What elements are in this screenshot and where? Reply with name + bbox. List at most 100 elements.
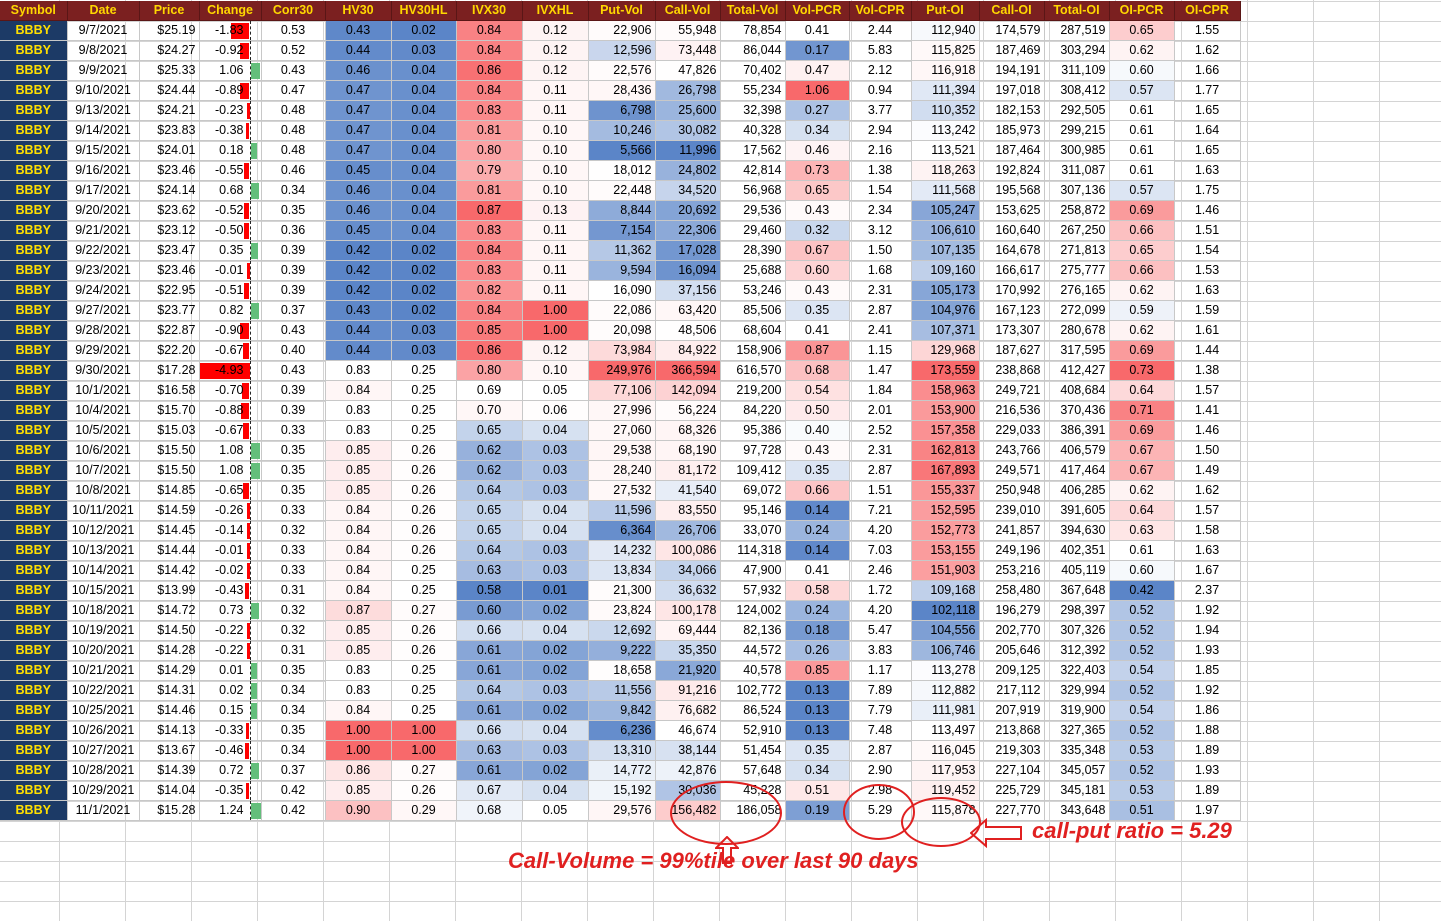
cell-symbol[interactable]: BBBY xyxy=(0,800,68,821)
cell-price[interactable]: $14.46 xyxy=(139,700,200,721)
cell-total-vol[interactable]: 42,814 xyxy=(720,160,786,181)
cell-date[interactable]: 10/22/2021 xyxy=(67,680,140,701)
cell-symbol[interactable]: BBBY xyxy=(0,740,68,761)
cell-corr30[interactable]: 0.53 xyxy=(261,20,326,41)
cell-call-oi[interactable]: 153,625 xyxy=(979,200,1045,221)
cell-hv30[interactable]: 0.85 xyxy=(325,640,392,661)
cell-change[interactable]: -0.22 xyxy=(199,620,262,641)
cell-vol-cpr[interactable]: 2.52 xyxy=(849,420,912,441)
cell-oi-pcr[interactable]: 0.52 xyxy=(1109,760,1175,781)
cell-hv30hl[interactable]: 0.27 xyxy=(391,760,457,781)
cell-put-oi[interactable]: 129,968 xyxy=(911,340,980,361)
column-header-vol-pcr[interactable]: Vol-PCR xyxy=(785,1,850,21)
cell-symbol[interactable]: BBBY xyxy=(0,600,68,621)
cell-oi-cpr[interactable]: 1.38 xyxy=(1174,360,1241,381)
cell-total-oi[interactable]: 402,351 xyxy=(1044,540,1110,561)
cell-vol-cpr[interactable]: 2.87 xyxy=(849,460,912,481)
cell-hv30hl[interactable]: 0.26 xyxy=(391,540,457,561)
cell-call-vol[interactable]: 42,876 xyxy=(655,760,721,781)
cell-ivxhl[interactable]: 0.03 xyxy=(522,560,589,581)
cell-price[interactable]: $14.59 xyxy=(139,500,200,521)
cell-price[interactable]: $23.12 xyxy=(139,220,200,241)
cell-price[interactable]: $15.70 xyxy=(139,400,200,421)
cell-put-vol[interactable]: 8,844 xyxy=(588,200,656,221)
cell-call-vol[interactable]: 73,448 xyxy=(655,40,721,61)
cell-ivxhl[interactable]: 0.03 xyxy=(522,740,589,761)
cell-vol-cpr[interactable]: 2.94 xyxy=(849,120,912,141)
cell-put-vol[interactable]: 12,692 xyxy=(588,620,656,641)
cell-hv30[interactable]: 0.44 xyxy=(325,40,392,61)
cell-ivxhl[interactable]: 0.03 xyxy=(522,460,589,481)
cell-ivx30[interactable]: 0.60 xyxy=(456,600,523,621)
cell-date[interactable]: 9/29/2021 xyxy=(67,340,140,361)
cell-total-vol[interactable]: 52,910 xyxy=(720,720,786,741)
cell-oi-pcr[interactable]: 0.63 xyxy=(1109,520,1175,541)
cell-oi-pcr[interactable]: 0.53 xyxy=(1109,740,1175,761)
cell-put-oi[interactable]: 104,556 xyxy=(911,620,980,641)
cell-oi-pcr[interactable]: 0.69 xyxy=(1109,420,1175,441)
cell-hv30[interactable]: 0.90 xyxy=(325,800,392,821)
cell-call-oi[interactable]: 250,948 xyxy=(979,480,1045,501)
cell-ivxhl[interactable]: 0.11 xyxy=(522,80,589,101)
cell-vol-cpr[interactable]: 5.83 xyxy=(849,40,912,61)
cell-vol-cpr[interactable]: 2.44 xyxy=(849,20,912,41)
cell-put-vol[interactable]: 10,246 xyxy=(588,120,656,141)
cell-total-oi[interactable]: 298,397 xyxy=(1044,600,1110,621)
cell-hv30hl[interactable]: 0.02 xyxy=(391,240,457,261)
cell-oi-cpr[interactable]: 1.67 xyxy=(1174,560,1241,581)
cell-oi-cpr[interactable]: 1.46 xyxy=(1174,200,1241,221)
column-header-total-vol[interactable]: Total-Vol xyxy=(720,1,786,21)
cell-change[interactable]: -0.23 xyxy=(199,100,262,121)
cell-put-vol[interactable]: 18,658 xyxy=(588,660,656,681)
cell-vol-cpr[interactable]: 2.12 xyxy=(849,60,912,81)
cell-symbol[interactable]: BBBY xyxy=(0,620,68,641)
cell-put-vol[interactable]: 28,240 xyxy=(588,460,656,481)
cell-hv30[interactable]: 0.84 xyxy=(325,380,392,401)
cell-hv30[interactable]: 0.43 xyxy=(325,300,392,321)
cell-ivx30[interactable]: 0.58 xyxy=(456,580,523,601)
cell-price[interactable]: $14.44 xyxy=(139,540,200,561)
cell-hv30[interactable]: 0.84 xyxy=(325,520,392,541)
cell-change[interactable]: -0.50 xyxy=(199,220,262,241)
cell-vol-cpr[interactable]: 2.16 xyxy=(849,140,912,161)
cell-price[interactable]: $24.21 xyxy=(139,100,200,121)
cell-oi-cpr[interactable]: 1.65 xyxy=(1174,100,1241,121)
cell-total-oi[interactable]: 345,181 xyxy=(1044,780,1110,801)
cell-ivx30[interactable]: 0.67 xyxy=(456,780,523,801)
cell-hv30[interactable]: 0.86 xyxy=(325,760,392,781)
cell-call-oi[interactable]: 227,770 xyxy=(979,800,1045,821)
cell-put-vol[interactable]: 28,436 xyxy=(588,80,656,101)
cell-symbol[interactable]: BBBY xyxy=(0,220,68,241)
cell-oi-pcr[interactable]: 0.54 xyxy=(1109,700,1175,721)
cell-call-oi[interactable]: 241,857 xyxy=(979,520,1045,541)
cell-ivx30[interactable]: 0.83 xyxy=(456,220,523,241)
cell-oi-cpr[interactable]: 1.66 xyxy=(1174,60,1241,81)
cell-call-vol[interactable]: 76,682 xyxy=(655,700,721,721)
cell-call-vol[interactable]: 68,326 xyxy=(655,420,721,441)
column-header-price[interactable]: Price xyxy=(139,1,200,21)
cell-change[interactable]: -0.26 xyxy=(199,500,262,521)
cell-vol-pcr[interactable]: 0.43 xyxy=(785,200,850,221)
cell-price[interactable]: $24.01 xyxy=(139,140,200,161)
cell-price[interactable]: $23.62 xyxy=(139,200,200,221)
cell-ivx30[interactable]: 0.85 xyxy=(456,320,523,341)
cell-date[interactable]: 10/21/2021 xyxy=(67,660,140,681)
cell-oi-cpr[interactable]: 1.92 xyxy=(1174,680,1241,701)
cell-total-vol[interactable]: 47,900 xyxy=(720,560,786,581)
cell-call-vol[interactable]: 26,798 xyxy=(655,80,721,101)
cell-total-vol[interactable]: 57,648 xyxy=(720,760,786,781)
column-header-oi-cpr[interactable]: OI-CPR xyxy=(1174,1,1241,21)
cell-change[interactable]: -4.93 xyxy=(199,360,262,381)
cell-hv30hl[interactable]: 0.25 xyxy=(391,360,457,381)
cell-hv30hl[interactable]: 0.04 xyxy=(391,60,457,81)
cell-total-vol[interactable]: 616,570 xyxy=(720,360,786,381)
cell-hv30hl[interactable]: 0.26 xyxy=(391,500,457,521)
cell-hv30hl[interactable]: 0.04 xyxy=(391,220,457,241)
cell-symbol[interactable]: BBBY xyxy=(0,160,68,181)
cell-total-oi[interactable]: 335,348 xyxy=(1044,740,1110,761)
cell-total-vol[interactable]: 82,136 xyxy=(720,620,786,641)
cell-hv30[interactable]: 0.85 xyxy=(325,460,392,481)
cell-put-vol[interactable]: 77,106 xyxy=(588,380,656,401)
cell-vol-cpr[interactable]: 0.94 xyxy=(849,80,912,101)
cell-oi-cpr[interactable]: 1.75 xyxy=(1174,180,1241,201)
